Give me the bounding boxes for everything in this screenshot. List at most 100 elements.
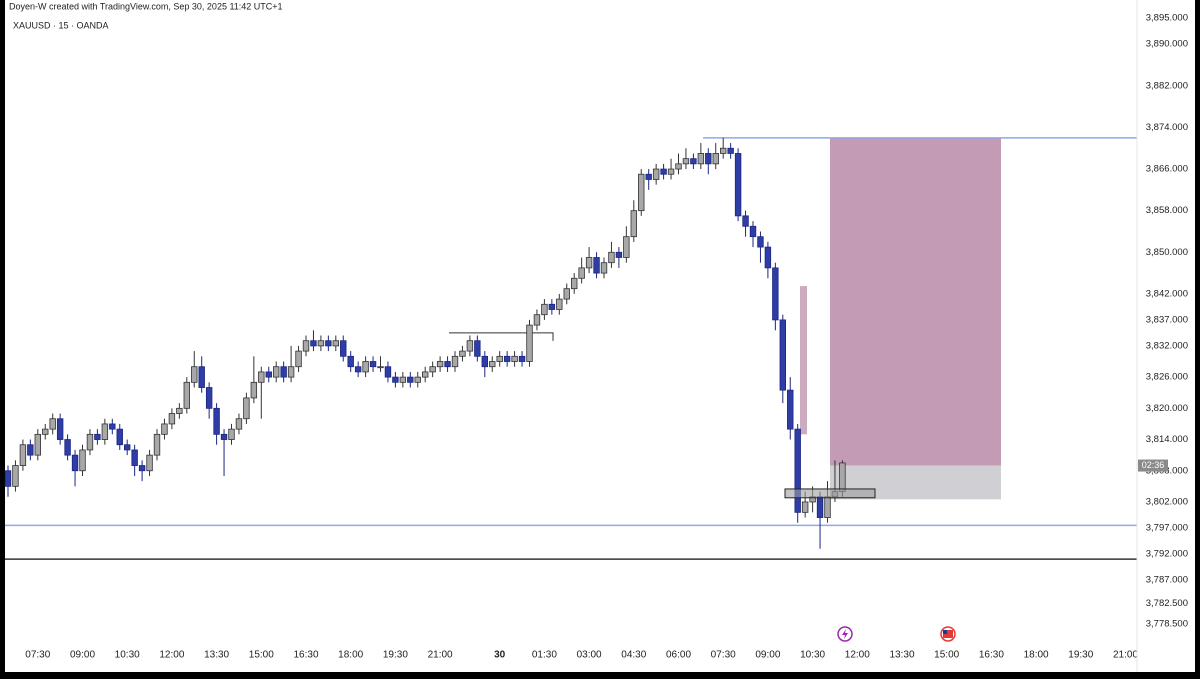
candle-body (593, 257, 600, 274)
candle-body (645, 173, 652, 180)
x-tick-label: 07:30 (711, 650, 736, 661)
candle-body (369, 361, 377, 368)
candle-body (824, 496, 831, 518)
candle-body (354, 366, 362, 373)
candle-body (407, 376, 414, 383)
candle-body (19, 444, 27, 466)
candle-body (116, 428, 123, 446)
x-tick-label: 19:30 (1068, 650, 1093, 661)
x-tick-label: 03:00 (577, 650, 602, 661)
candle-body (816, 496, 824, 518)
y-tick-label: 3,820.000 (1146, 403, 1188, 414)
countdown-label: 02:36 (1142, 460, 1165, 470)
price-axis: 3,895.000 3,890.000 3,882.000 3,874.000 3,86… (1138, 13, 1188, 630)
x-tick-label: 04:30 (621, 650, 646, 661)
candle-body (444, 361, 451, 368)
candle-body (660, 168, 667, 175)
candle-body (287, 366, 295, 378)
credit: Doyen-W created with TradingView.com, Se… (9, 1, 283, 11)
candle-body (362, 361, 369, 373)
candle-body (325, 340, 332, 347)
candle-body (526, 324, 533, 362)
candle-body (727, 147, 734, 154)
candle-body (302, 340, 310, 352)
candle-body (176, 407, 183, 414)
candle-body (243, 397, 250, 420)
x-tick-label: 10:30 (115, 650, 140, 661)
candle-body (228, 428, 235, 440)
candle-body (436, 361, 444, 368)
candle-body (42, 428, 49, 435)
y-tick-label: 3,882.000 (1146, 80, 1188, 91)
candle-body (585, 257, 593, 269)
candle-body (414, 376, 421, 383)
candle-body (220, 433, 228, 440)
x-tick-label: 15:00 (249, 650, 274, 661)
y-tick-label: 3,837.000 (1146, 314, 1188, 325)
candle-body (56, 418, 64, 440)
candle-body (295, 350, 302, 368)
candle-body (608, 251, 615, 264)
candle-body (392, 376, 399, 383)
profit-zone (830, 137, 1001, 466)
candle-body (451, 355, 459, 368)
candle-body (12, 465, 19, 487)
x-tick-label: 13:30 (204, 650, 229, 661)
candle-body (191, 366, 198, 383)
candle-body (466, 340, 474, 352)
y-tick-label: 3,792.000 (1146, 548, 1188, 559)
x-tick-label: 09:00 (70, 650, 95, 661)
candle-body (563, 288, 570, 300)
candle-body (675, 163, 682, 170)
candle-body (64, 439, 71, 456)
event-icon[interactable] (940, 626, 956, 642)
x-tick-label: 16:30 (979, 650, 1004, 661)
symbol: XAUUSD · 15 · OANDA (13, 20, 109, 30)
candle-body (839, 462, 846, 492)
y-tick-label: 3,778.500 (1146, 619, 1188, 630)
y-tick-label: 3,890.000 (1146, 39, 1188, 50)
candle-body (794, 428, 801, 513)
y-tick-label: 3,858.000 (1146, 205, 1188, 216)
candle-body (578, 267, 585, 279)
candle-body (213, 407, 220, 435)
x-tick-label: 18:00 (1024, 650, 1049, 661)
candle-body (801, 501, 809, 513)
x-tick-label: 15:00 (934, 650, 959, 661)
x-tick-label: 07:30 (25, 650, 50, 661)
candle-body (34, 433, 41, 456)
candle-body (600, 262, 608, 274)
candle-body (86, 433, 94, 451)
candle-body (205, 387, 213, 409)
price-axis-background (1137, 0, 1195, 672)
x-tick-label: 10:30 (800, 650, 825, 661)
candle-body (250, 381, 258, 399)
candle-body (138, 465, 146, 472)
event-icon[interactable] (837, 626, 853, 642)
candle-body (459, 350, 466, 357)
candle-body (474, 340, 481, 357)
candle-body (533, 314, 541, 326)
x-tick-label: 01:30 (532, 650, 557, 661)
candle-body (27, 444, 34, 456)
candle-body (79, 449, 86, 472)
candle-body (347, 355, 354, 368)
candle-body (623, 236, 630, 258)
candle-body (682, 158, 690, 165)
candle-body (764, 246, 772, 269)
candle-body (280, 366, 287, 378)
candle-body (503, 355, 511, 362)
candle-body (146, 454, 153, 472)
candle-body (734, 153, 742, 217)
candle-body (757, 236, 764, 248)
candle-body (109, 423, 116, 430)
y-tick-label: 3,866.000 (1146, 164, 1188, 175)
y-tick-label: 3,842.000 (1146, 288, 1188, 299)
candle-body (235, 418, 243, 430)
candle-body (399, 376, 407, 383)
zone (800, 286, 807, 435)
candle-body (712, 153, 719, 165)
y-tick-label: 3,782.500 (1146, 598, 1188, 609)
candle-body (4, 470, 12, 487)
candle-body (720, 147, 727, 154)
